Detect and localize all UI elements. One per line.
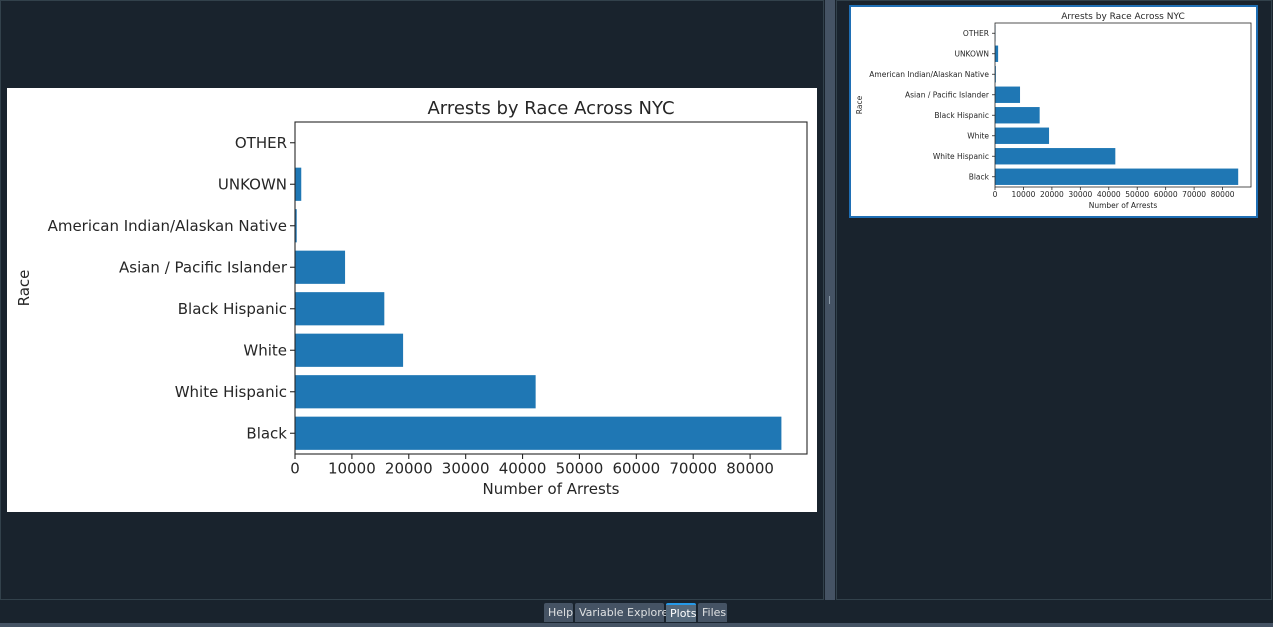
main-xtick-label: 50000: [556, 459, 604, 477]
main-xtick-label: 80000: [726, 459, 774, 477]
thumb-bar: [995, 86, 1021, 103]
main-xtick-label: 70000: [669, 459, 717, 477]
thumb-bar: [995, 148, 1116, 165]
main-xlabel: Number of Arrests: [483, 480, 620, 498]
thumb-bar: [995, 45, 999, 62]
tab-plots[interactable]: Plots: [666, 603, 696, 622]
main-ytick-label: Black: [246, 424, 287, 442]
plot-thumbnail-selected[interactable]: Black White Hispanic White Black Hispanic As…: [849, 5, 1258, 218]
tab-help[interactable]: Help: [544, 603, 573, 622]
thumb-title: Arrests by Race Across NYC: [1061, 12, 1185, 22]
thumb-ytick-label: White Hispanic: [933, 152, 989, 161]
pane-splitter[interactable]: [825, 0, 835, 600]
thumb-xtick-label: 50000: [1125, 190, 1149, 199]
thumb-ylabel: Race: [855, 95, 864, 114]
main-xtick-label: 40000: [499, 459, 547, 477]
thumb-xtick-label: 40000: [1097, 190, 1121, 199]
main-bar: [295, 333, 404, 367]
main-axes-frame: [294, 121, 808, 455]
main-bar: [295, 292, 385, 326]
thumb-bar: [995, 107, 1040, 124]
main-ytick-label: White Hispanic: [175, 383, 287, 401]
thumb-xtick-label: 70000: [1182, 190, 1206, 199]
thumb-xlabel: Number of Arrests: [1089, 201, 1158, 210]
thumb-xtick-label: 20000: [1040, 190, 1064, 199]
thumb-xtick-label: 10000: [1012, 190, 1036, 199]
main-xtick-label: 10000: [328, 459, 376, 477]
thumb-bar: [995, 127, 1050, 144]
tab-bar-strip: [0, 623, 1273, 627]
main-bar: [295, 167, 302, 201]
thumb-xtick-label: 0: [993, 190, 998, 199]
thumb-ytick-label: OTHER: [963, 29, 989, 38]
main-ytick-label: UNKOWN: [218, 175, 287, 193]
main-xtick-label: 0: [290, 459, 300, 477]
main-bar: [295, 375, 536, 409]
thumb-ytick-label: UNKOWN: [954, 49, 989, 58]
thumb-ytick-label: Asian / Pacific Islander: [905, 90, 990, 99]
tab-files[interactable]: Files: [698, 603, 727, 622]
main-bar: [295, 209, 297, 243]
main-plot-canvas: Black White Hispanic White Black Hispanic As…: [7, 88, 817, 512]
main-title: Arrests by Race Across NYC: [427, 98, 674, 119]
main-chart-svg: Black White Hispanic White Black Hispanic As…: [15, 98, 808, 498]
splitter-grip-icon: [829, 296, 832, 304]
thumb-xtick-label: 30000: [1068, 190, 1092, 199]
main-ytick-label: White: [243, 341, 287, 359]
main-ytick-label: OTHER: [235, 134, 287, 152]
thumbnail-chart-svg: Black White Hispanic White Black Hispanic As…: [855, 12, 1252, 210]
thumb-ytick-label: Black Hispanic: [934, 111, 989, 120]
main-ytick-label: Black Hispanic: [178, 300, 287, 318]
thumb-ytick-label: American Indian/Alaskan Native: [869, 70, 989, 79]
thumb-ytick-label: Black: [969, 172, 990, 181]
tab-variable-explorer[interactable]: Variable Explorer: [575, 603, 673, 622]
thumb-xtick-label: 60000: [1154, 190, 1178, 199]
main-xtick-label: 20000: [385, 459, 433, 477]
pane-tab-bar: Help Variable Explorer Plots Files: [0, 600, 1273, 627]
main-bar: [295, 416, 782, 450]
thumb-bar: [995, 168, 1239, 185]
main-ytick-label: American Indian/Alaskan Native: [48, 217, 287, 235]
thumb-bar: [995, 66, 996, 83]
thumb-ytick-label: White: [967, 131, 989, 140]
main-xtick-label: 60000: [612, 459, 660, 477]
main-ylabel: Race: [15, 270, 33, 307]
main-bar: [295, 250, 346, 284]
main-xtick-label: 30000: [442, 459, 490, 477]
main-ytick-label: Asian / Pacific Islander: [119, 258, 288, 276]
thumb-xtick-label: 80000: [1211, 190, 1235, 199]
thumb-axes-frame: [994, 22, 1252, 188]
